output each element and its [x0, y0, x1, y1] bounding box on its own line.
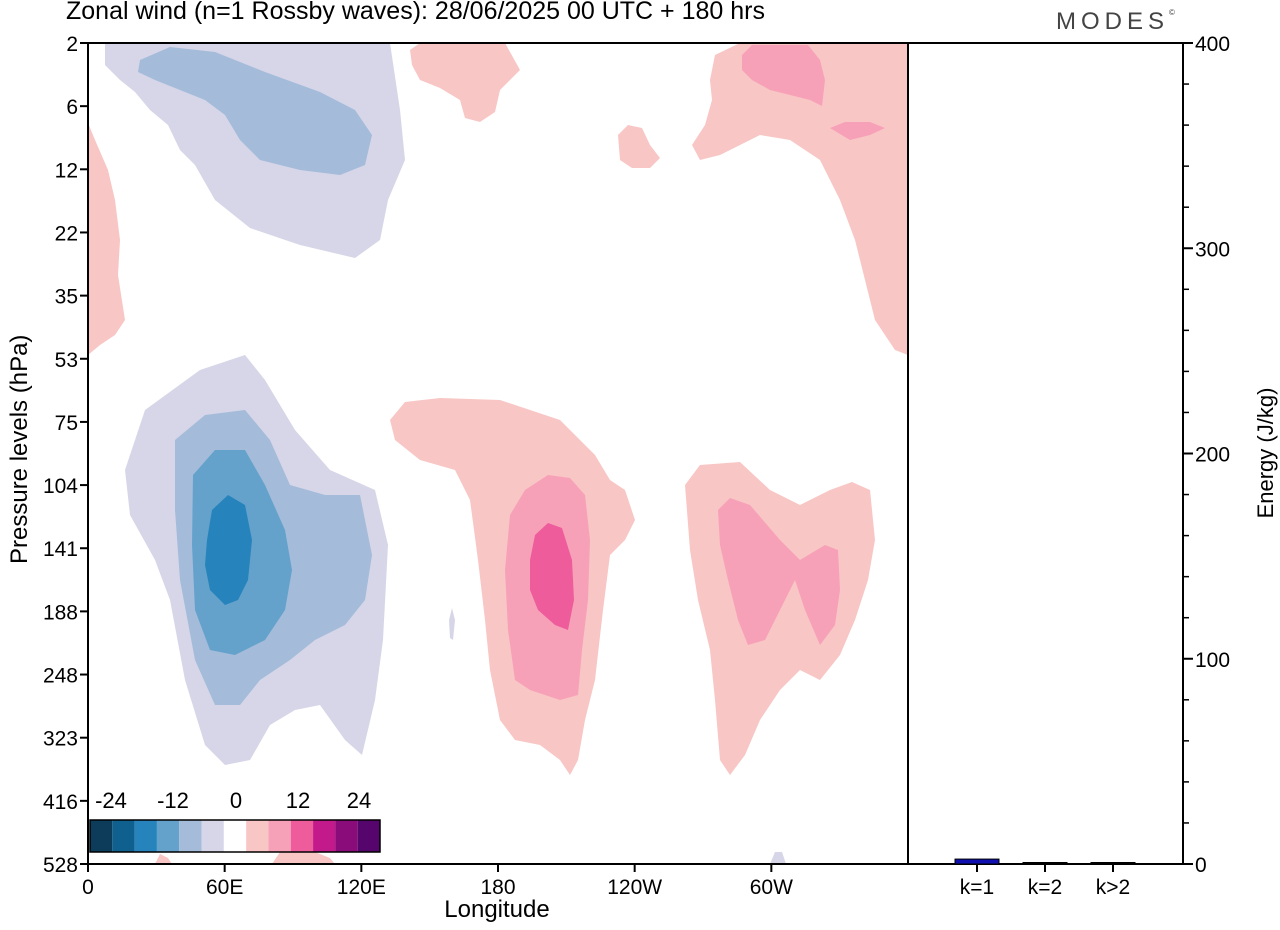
energy-axis-label: Energy (J/kg) — [1253, 387, 1278, 519]
x-tick-label: 60W — [750, 876, 793, 899]
y-tick-label: 6 — [66, 96, 78, 119]
contour-pos-left-edge — [88, 123, 125, 355]
x-axis-ticks: 0 60E 120E 180 120W 60W — [82, 864, 793, 899]
y-tick-label: 188 — [43, 601, 78, 624]
colorbar-swatch — [223, 820, 247, 852]
y-tick-label: 248 — [43, 665, 78, 688]
colorbar-swatch — [179, 820, 202, 852]
y-axis-label: Pressure levels (hPa) — [6, 334, 33, 564]
brand-text: MODES — [1056, 8, 1170, 35]
energy-tick-label: 300 — [1195, 238, 1230, 261]
colorbar-frame — [89, 819, 381, 853]
y-tick-label: 12 — [55, 159, 78, 182]
x-tick-label: 120E — [337, 876, 386, 899]
contour-pos-right-outer — [685, 462, 875, 775]
contour-pos-upper-right-l2b — [830, 122, 885, 140]
contour-pos-small-blob — [618, 125, 660, 168]
x-axis-label: Longitude — [444, 896, 550, 923]
energy-category-label: k=2 — [1028, 876, 1062, 899]
x-tick-label: 180 — [480, 876, 515, 899]
brand-logo: MODES© — [1056, 8, 1175, 35]
colorbar-swatch — [134, 820, 157, 852]
colorbar-tick-label: -12 — [157, 788, 189, 813]
chart-title: Zonal wind (n=1 Rossby waves): 28/06/202… — [66, 0, 765, 25]
colorbar-swatch — [156, 820, 180, 852]
colorbar-tick-label: 12 — [286, 788, 310, 813]
energy-axis-ticks: 0 100 200 300 400 — [1183, 33, 1230, 877]
contour-field — [88, 43, 908, 864]
energy-tick-label: 400 — [1195, 33, 1230, 56]
contour-neg-sliver — [449, 608, 455, 640]
colorbar-swatch — [335, 820, 358, 852]
colorbar-swatch — [268, 820, 291, 852]
contour-pos-upper-right-outer — [692, 43, 908, 355]
colorbar-swatch — [246, 820, 269, 852]
y-tick-label: 528 — [43, 854, 78, 877]
y-tick-label: 35 — [55, 286, 78, 309]
colorbar-tick-label: -24 — [95, 788, 127, 813]
contour-pos-center-l3 — [530, 523, 574, 630]
x-tick-label: 0 — [82, 876, 94, 899]
energy-category-label: k>2 — [1096, 876, 1130, 899]
energy-category-label: k=1 — [960, 876, 994, 899]
colorbar-swatch — [112, 820, 135, 852]
x-tick-label: 60E — [206, 876, 243, 899]
contour-neg-lower-l4 — [205, 495, 252, 605]
colorbar-swatch — [357, 820, 380, 852]
energy-plot-frame — [907, 42, 1184, 865]
contour-neg-upper-inner — [138, 47, 372, 175]
contour-pos-bottom-center — [272, 850, 335, 864]
colorbar-swatch — [201, 820, 224, 852]
y-tick-label: 2 — [66, 33, 78, 56]
contour-pos-right-l2 — [718, 498, 840, 645]
energy-tick-label: 200 — [1195, 444, 1230, 467]
y-tick-label: 53 — [55, 349, 78, 372]
y-axis-ticks: 2 6 12 22 35 53 75 104 141 188 248 323 416 528 — [43, 33, 88, 877]
colorbar-swatch — [290, 820, 314, 852]
y-tick-label: 75 — [55, 412, 78, 435]
y-tick-label: 22 — [55, 222, 78, 245]
colorbar-swatch — [90, 820, 113, 852]
energy-bar — [954, 858, 1000, 865]
x-tick-label: 120W — [607, 876, 662, 899]
energy-tick-label: 100 — [1195, 649, 1230, 672]
contour-pos-bottom-left — [155, 854, 172, 864]
energy-bar — [1022, 862, 1068, 865]
colorbar-tick-label: 24 — [347, 788, 371, 813]
colorbar-tick-label: 0 — [230, 788, 242, 813]
contour-neg-bottom-right — [770, 852, 786, 864]
colorbar: -24 -12 0 12 24 — [89, 788, 381, 853]
colorbar-swatch — [313, 820, 336, 852]
contour-pos-top-center — [410, 43, 520, 122]
energy-tick-label: 0 — [1195, 854, 1207, 877]
y-tick-label: 416 — [43, 791, 78, 814]
contour-pos-upper-right-l2a — [742, 45, 825, 106]
y-tick-label: 141 — [43, 538, 78, 561]
y-tick-label: 104 — [43, 475, 78, 498]
y-tick-label: 323 — [43, 728, 78, 751]
energy-bar — [1090, 862, 1136, 865]
energy-bars: k=1 k=2 k>2 — [954, 858, 1136, 899]
